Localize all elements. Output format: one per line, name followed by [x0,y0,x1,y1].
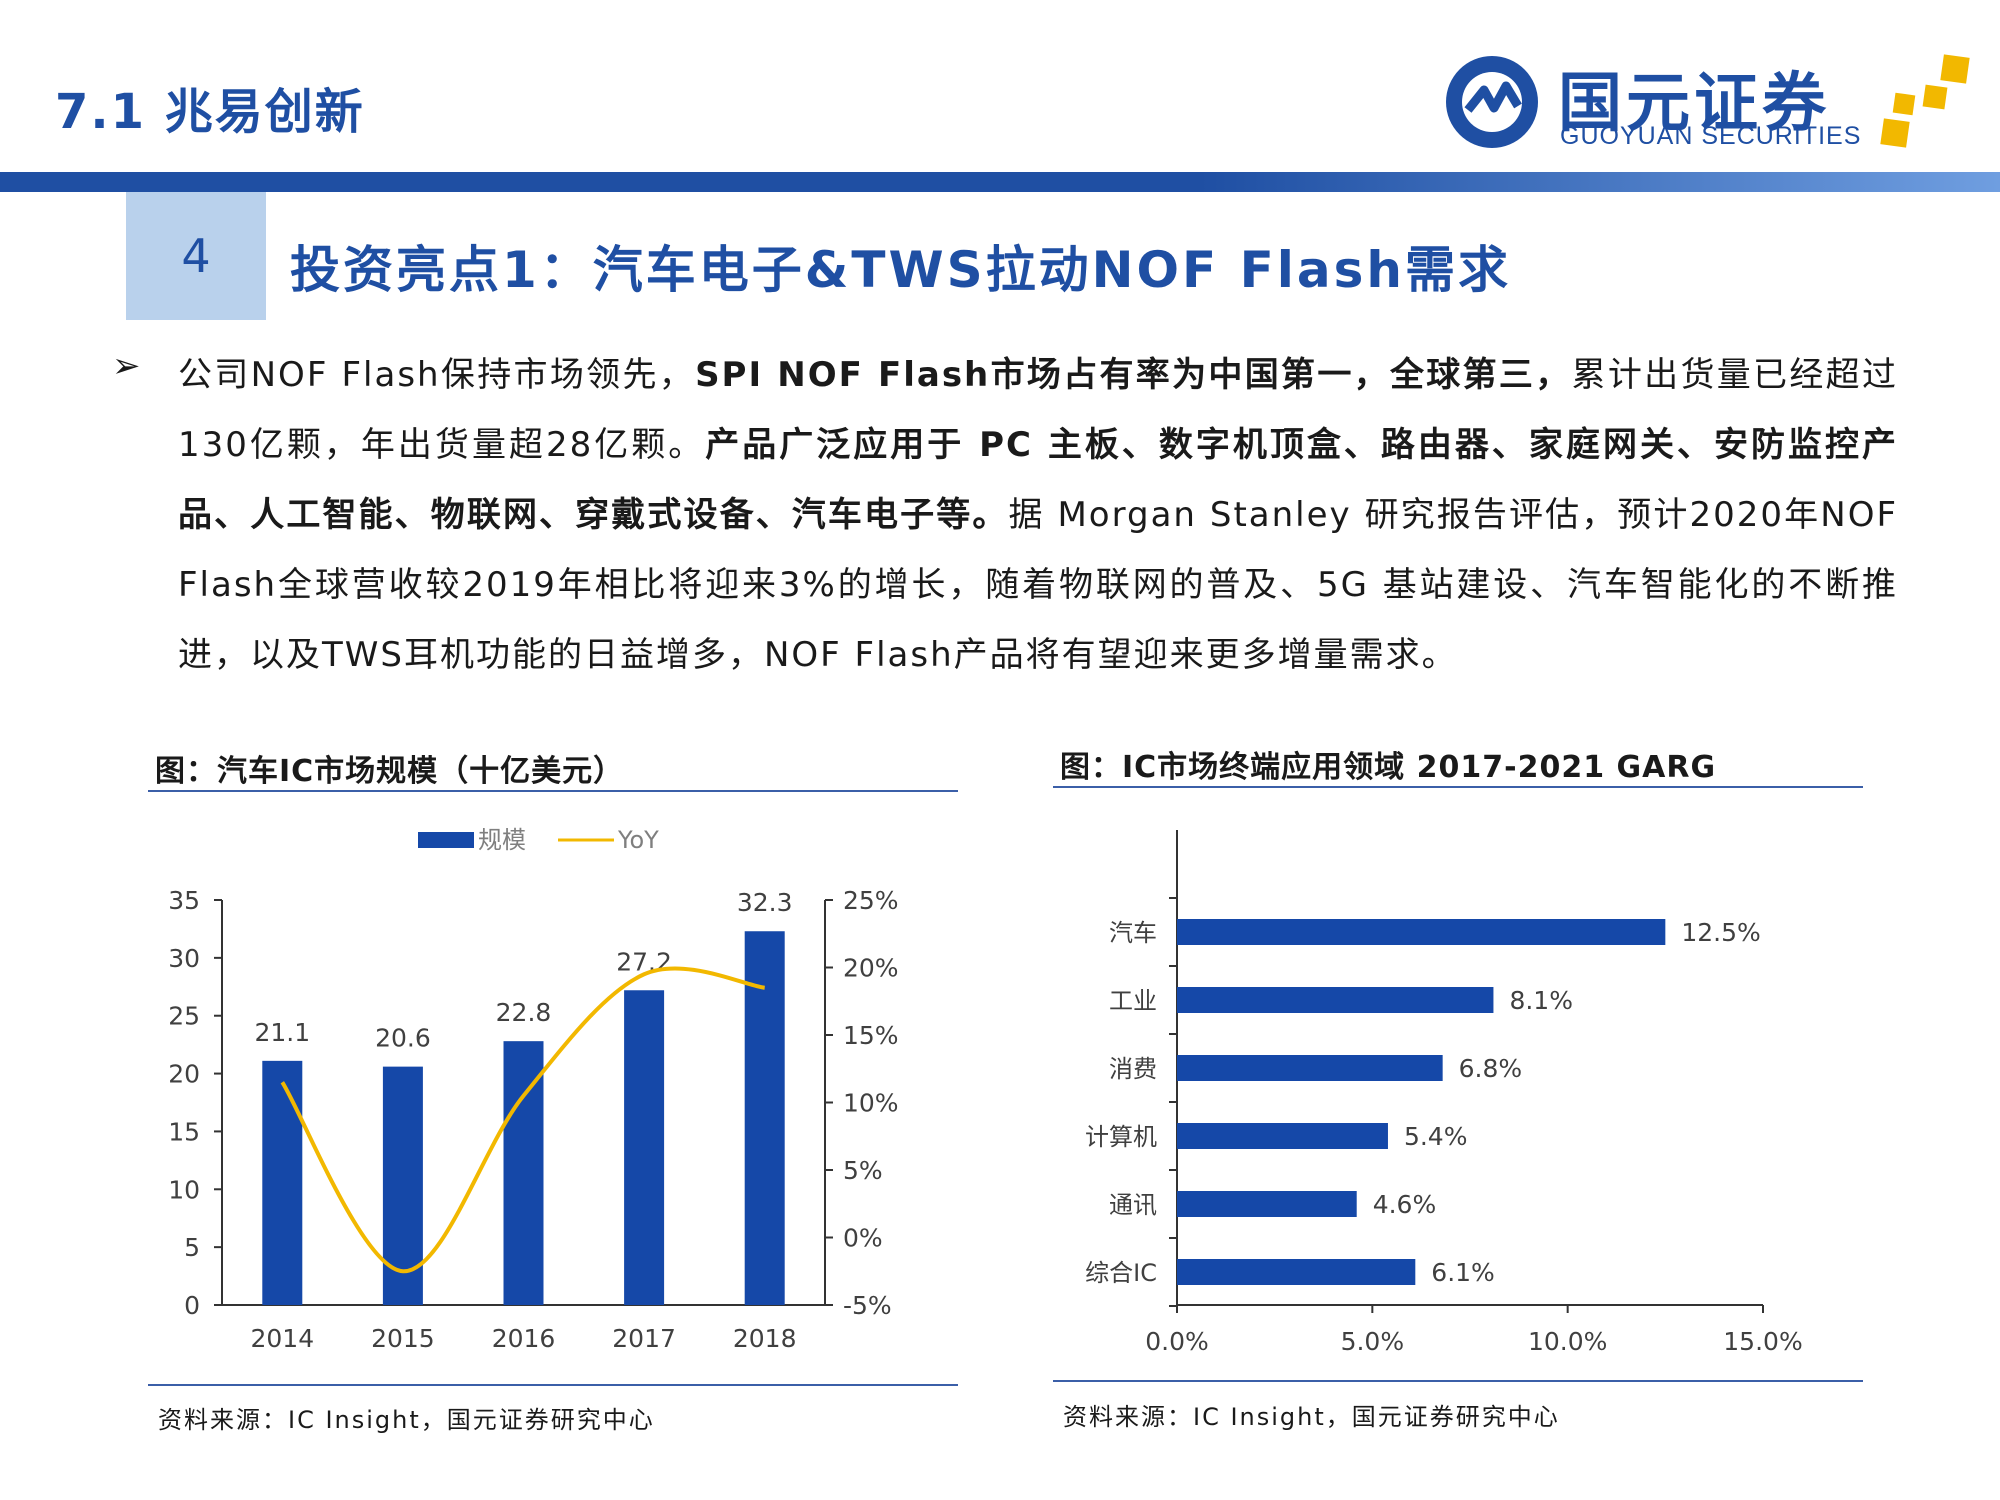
bar-data-label: 20.6 [375,1024,431,1053]
bar [1177,919,1666,945]
left-chart-bottom-rule [148,1384,958,1386]
x-tick-label: 2018 [733,1324,797,1353]
right-chart: 0.0% 5.0% 10.0% 15.0% 12.5% 汽车 8.1% 工业 6.8% 消费 5.4… [1085,830,1803,1356]
bar [1177,987,1494,1013]
logo-mark-icon [1446,56,1538,148]
y-tick-label: 15 [168,1117,200,1146]
bar [624,990,665,1305]
x-tick-label: 2016 [492,1324,556,1353]
bar-data-label: 5.4% [1404,1122,1468,1151]
para-bold-1: SPI NOF Flash市场占有率为中国第一，全球第三， [695,355,1572,395]
x-tick-label: 2015 [371,1324,435,1353]
logo-text-en: GUOYUAN SECURITIES [1560,122,1862,150]
bar-data-label: 32.3 [737,888,793,917]
y-tick-label: 20 [168,1060,200,1089]
logo-text-cn: 国元证券 [1558,67,1830,141]
category-label: 汽车 [1109,919,1157,947]
x-tick-label: 2014 [250,1324,314,1353]
bar-data-label: 6.1% [1431,1258,1495,1287]
bar [503,1041,544,1305]
y-tick-label: 35 [168,886,200,915]
legend-bar-swatch [418,832,474,848]
legend-label-line: YoY [617,826,659,854]
left-chart: 规模 YoY 0 5 10 15 20 25 30 35 -5% 0% 5% 10% 15% 20% 25% 21… [168,826,899,1353]
y-tick-label: 5 [184,1233,200,1262]
bar [1177,1191,1357,1217]
bar [744,931,785,1305]
bar-data-label: 21.1 [254,1018,310,1047]
y2-tick-label: 20% [843,954,899,983]
right-chart-title: 图：IC市场终端应用领域 2017-2021 GARG [1060,750,1717,785]
y2-tick-label: 25% [843,886,899,915]
bar-data-label: 4.6% [1373,1190,1437,1219]
category-label: 计算机 [1085,1123,1157,1151]
company-logo: 国元证券 GUOYUAN SECURITIES [1440,50,1980,160]
left-chart-title: 图：汽车IC市场规模（十亿美元） [155,754,625,789]
y-tick-label: 0 [184,1291,200,1320]
right-chart-top-rule [1053,786,1863,788]
bar-data-label: 27.2 [616,947,672,976]
y2-tick-label: 10% [843,1089,899,1118]
para-text-3: 据 Morgan Stanley 研究报告评估，预计2020年NOF Flash… [178,495,1899,675]
x-tick-label: 0.0% [1145,1327,1209,1356]
y-tick-label: 10 [168,1175,200,1204]
category-label: 通讯 [1109,1191,1157,1219]
header-divider-bar [0,172,2000,192]
body-paragraph: 公司NOF Flash保持市场领先，SPI NOF Flash市场占有率为中国第… [178,340,1898,690]
x-tick-label: 10.0% [1528,1327,1607,1356]
y-tick-label: 30 [168,944,200,973]
x-tick-label: 2017 [612,1324,676,1353]
logo-squares-icon [1880,54,1970,148]
bullet-arrow-icon: ➢ [112,346,141,386]
bar [1177,1055,1443,1081]
y-tick-label: 25 [168,1002,200,1031]
bar-data-label: 22.8 [496,998,552,1027]
bar-data-label: 12.5% [1681,918,1760,947]
bar-data-label: 8.1% [1509,986,1573,1015]
bar [1177,1123,1388,1149]
category-label: 综合IC [1085,1259,1157,1287]
left-chart-source: 资料来源：IC Insight，国元证券研究中心 [158,1406,655,1434]
category-label: 消费 [1109,1055,1157,1083]
right-chart-source: 资料来源：IC Insight，国元证券研究中心 [1063,1403,1560,1431]
section-title: 7.1 兆易创新 [55,84,365,140]
bar-data-label: 6.8% [1459,1054,1523,1083]
y2-tick-label: 5% [843,1156,883,1185]
slide-headline: 投资亮点1：汽车电子&TWS拉动NOF Flash需求 [290,241,1511,299]
bar [1177,1259,1416,1285]
x-tick-label: 15.0% [1723,1327,1802,1356]
bar [262,1060,303,1305]
y2-tick-label: -5% [843,1291,892,1320]
yoy-series-line [280,966,766,1274]
para-text-1: 公司NOF Flash保持市场领先， [178,355,696,395]
y2-tick-label: 0% [843,1224,883,1253]
right-chart-bottom-rule [1053,1380,1863,1382]
para-text-2: 累计出货量已经超过130亿颗，年出货量超28亿颗。 [178,355,1898,465]
slide-number-box: 4 [126,192,266,320]
x-tick-label: 5.0% [1341,1327,1405,1356]
y2-tick-label: 15% [843,1021,899,1050]
legend-label-bar: 规模 [478,826,526,854]
left-chart-top-rule [148,790,958,792]
category-label: 工业 [1109,987,1157,1015]
para-bold-2: 产品广泛应用于 PC 主板、数字机顶盒、路由器、家庭网关、安防监控产品、人工智能… [178,425,1898,535]
